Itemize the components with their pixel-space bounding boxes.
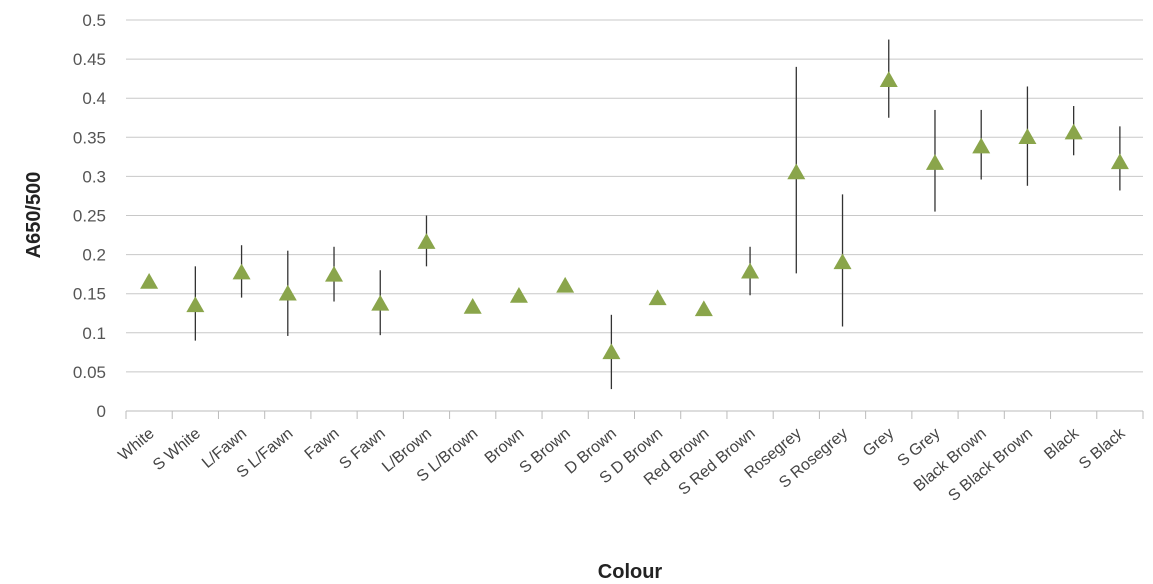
x-axis — [125, 410, 1144, 419]
y-tick-label: 0 — [97, 402, 106, 421]
data-point-marker — [371, 294, 390, 311]
y-tick-label: 0.3 — [82, 167, 106, 186]
data-point-marker — [509, 287, 528, 303]
data-point-marker — [325, 265, 344, 282]
gridlines — [126, 19, 1143, 373]
x-tick-label: S Black — [1076, 424, 1129, 473]
data-point-marker — [879, 71, 898, 87]
x-tick-label: Fawn — [302, 425, 343, 463]
data-point-marker — [694, 300, 713, 317]
data-point-marker — [140, 272, 159, 289]
x-tick-label: White — [115, 425, 157, 464]
data-point-marker — [1110, 153, 1129, 170]
data-point-marker — [232, 263, 251, 280]
x-axis-title: Colour — [598, 561, 663, 583]
y-tick-label: 0.25 — [73, 207, 106, 226]
y-tick-label: 0.15 — [73, 285, 106, 304]
y-tick-label: 0.35 — [73, 128, 106, 147]
data-point-marker — [648, 289, 667, 306]
data-point-marker — [556, 276, 575, 293]
data-point-marker — [278, 284, 297, 301]
x-tick-label: Grey — [860, 425, 897, 460]
x-tick-label: Black — [1041, 424, 1083, 463]
data-point-marker — [741, 262, 760, 279]
data-point-marker — [833, 253, 852, 270]
x-tick-label: S Black Brown — [945, 425, 1036, 505]
y-tick-labels: 0 0.05 0.1 0.15 0.2 0.25 0.3 0.35 0.4 0.45 0.5 — [73, 11, 106, 421]
data-markers — [140, 71, 1129, 360]
data-point-marker — [602, 343, 621, 360]
data-point-marker — [1018, 128, 1037, 145]
data-point-marker — [186, 296, 205, 313]
y-tick-label: 0.2 — [82, 246, 106, 265]
data-point-marker — [463, 297, 482, 314]
y-tick-label: 0.05 — [73, 363, 106, 382]
y-tick-label: 0.4 — [82, 89, 106, 108]
data-point-marker — [925, 154, 944, 170]
x-tick-label: S White — [150, 425, 204, 474]
data-point-marker — [787, 163, 806, 180]
y-tick-label: 0.45 — [73, 50, 106, 69]
y-tick-label: 0.5 — [82, 11, 106, 30]
data-point-marker — [1064, 123, 1083, 140]
error-bars — [194, 39, 1121, 390]
y-axis-title: A650/500 — [23, 172, 45, 259]
data-point-marker — [417, 233, 436, 249]
y-tick-label: 0.1 — [82, 324, 106, 343]
data-point-marker — [972, 137, 991, 154]
